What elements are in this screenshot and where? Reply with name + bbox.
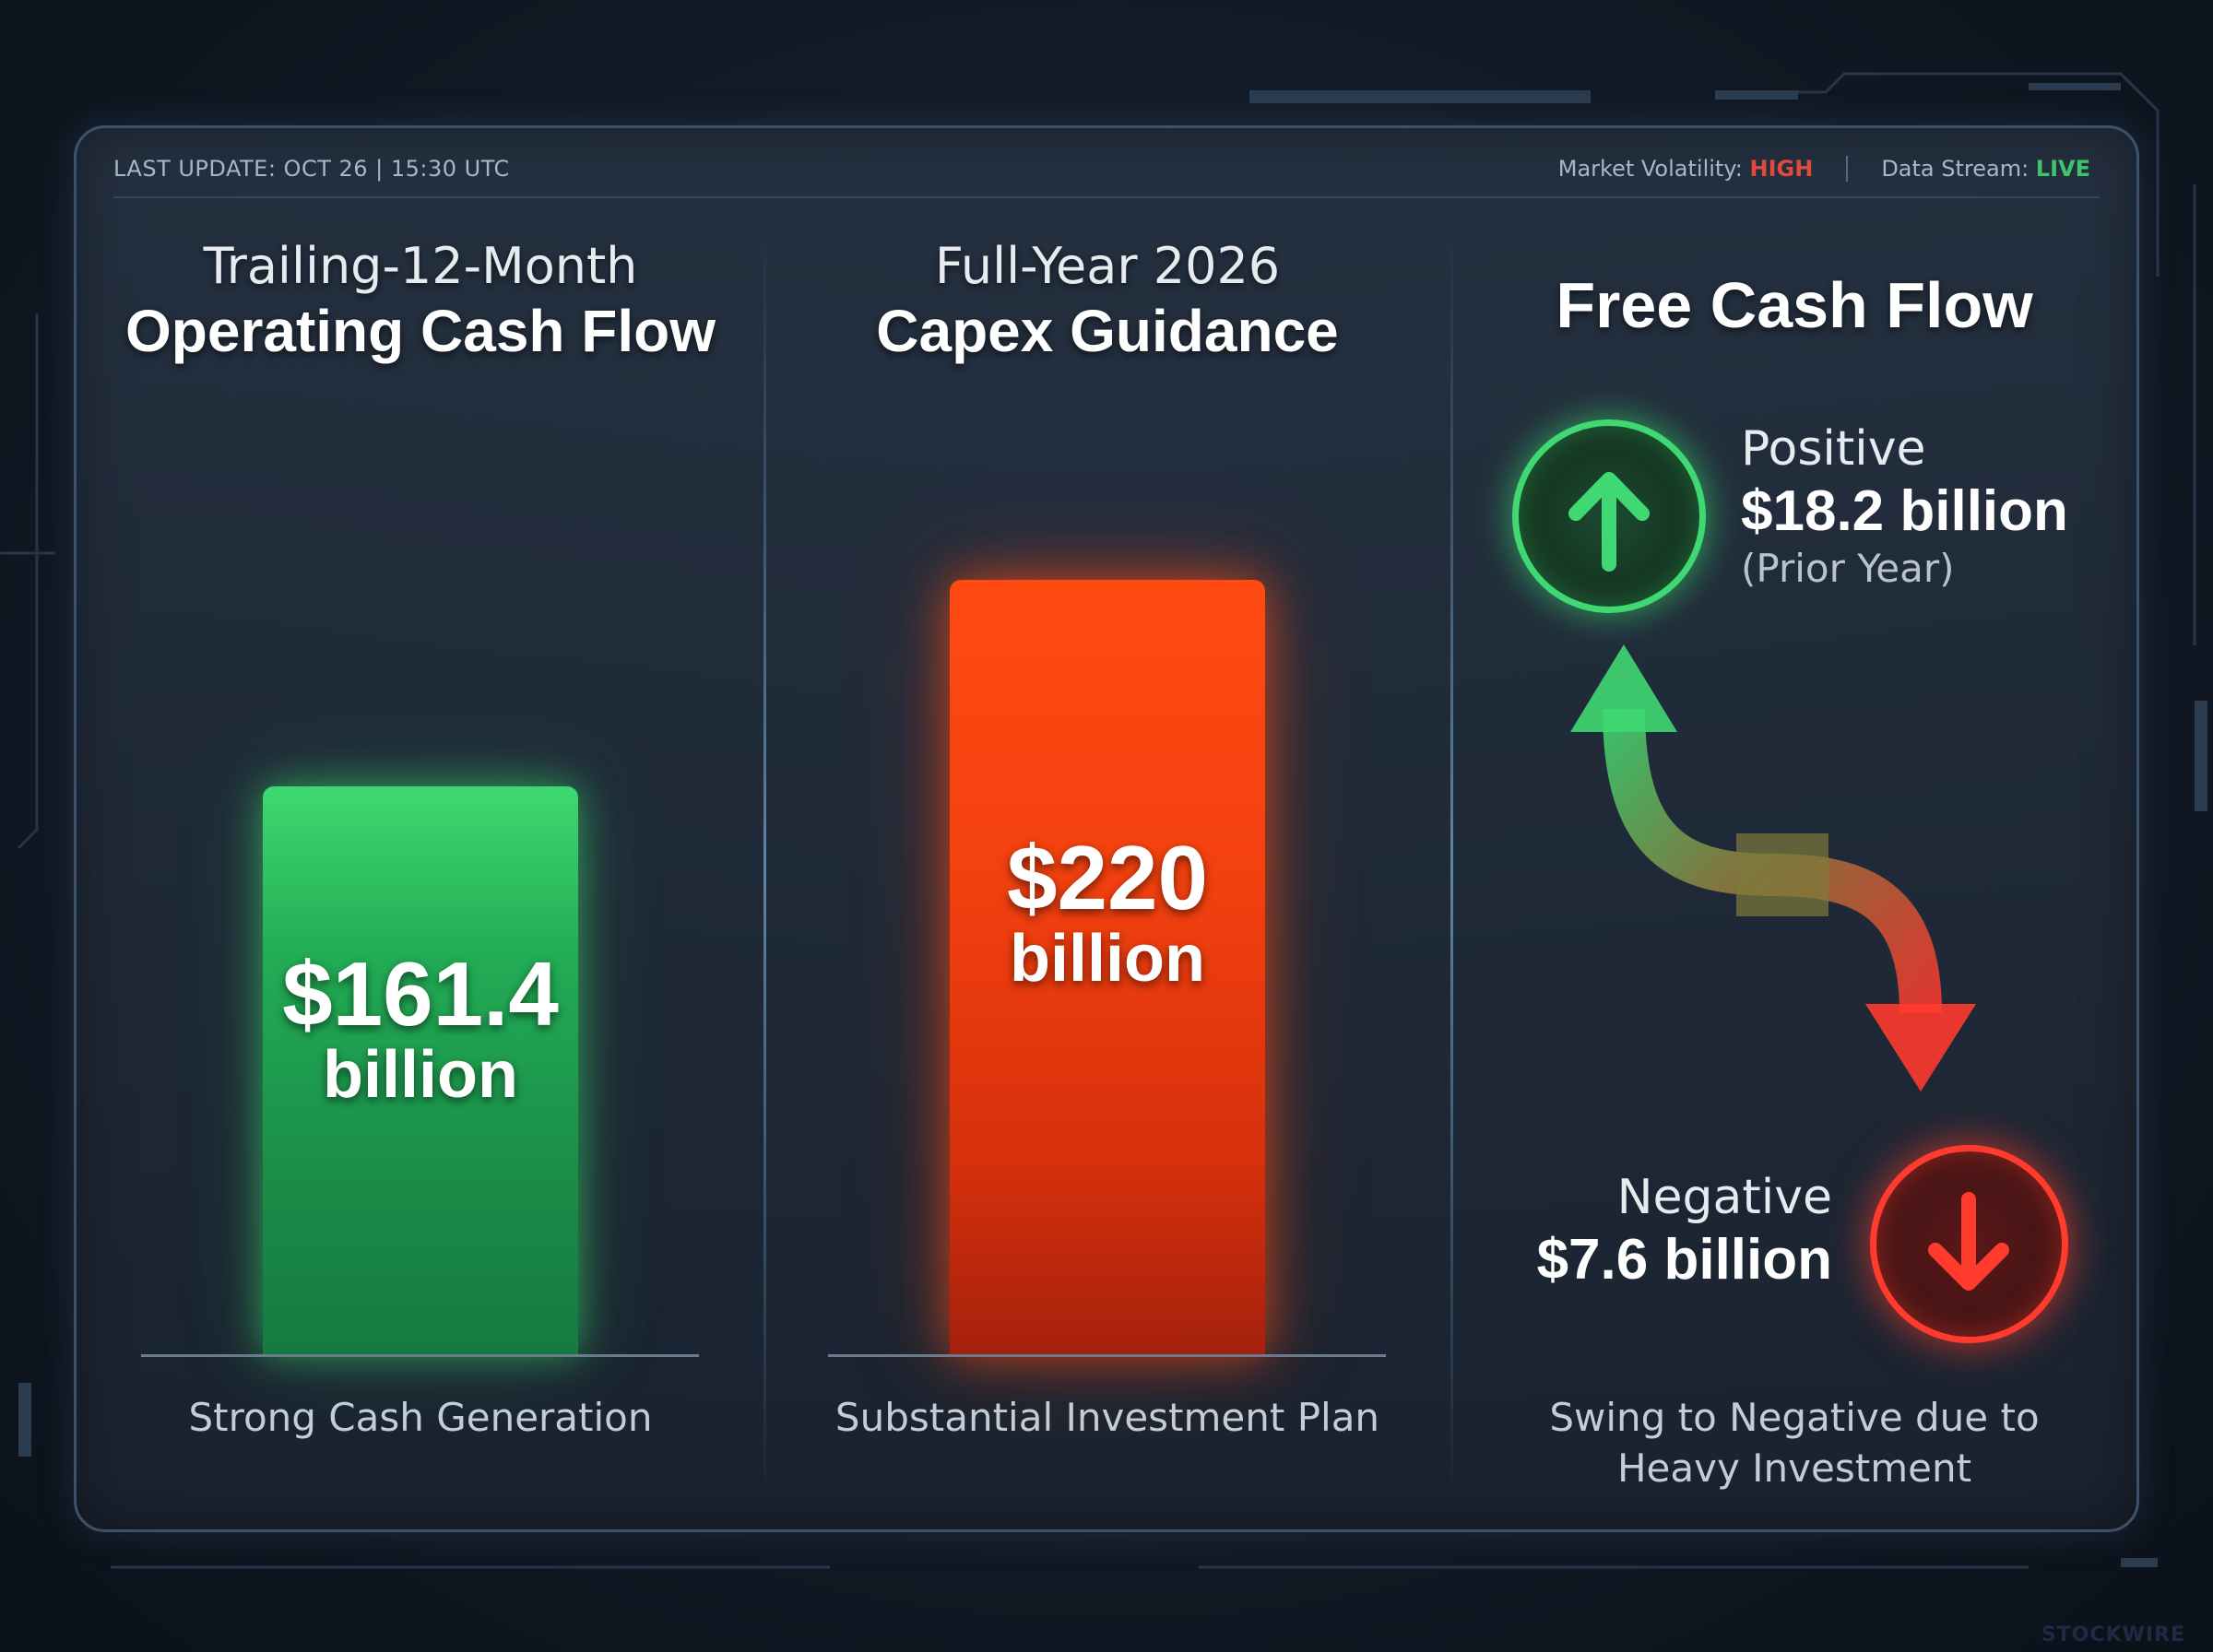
fcf-negative-value: $7.6 billion (1536, 1228, 1832, 1292)
arrow-up-circle-icon (1512, 419, 1706, 613)
volatility-label: Market Volatility: (1557, 156, 1750, 182)
ocf-title-line1: Trailing-12-Month (203, 237, 638, 295)
ocf-title: Trailing-12-Month Operating Cash Flow (79, 237, 762, 365)
header-divider (113, 196, 2100, 198)
status-indicators: Market Volatility: HIGH Data Stream: LIV… (1558, 156, 2090, 182)
arrow-down-circle-icon (1870, 1145, 2068, 1343)
column-divider (763, 234, 766, 1502)
last-update-timestamp: LAST UPDATE: OCT 26 | 15:30 UTC (113, 156, 510, 182)
capex-value: $220 (1006, 826, 1208, 928)
ocf-bar-label: $161.4 billion (263, 942, 578, 1113)
fcf-caption-line1: Swing to Negative due to (1549, 1395, 2040, 1440)
fcf-caption: Swing to Negative due to Heavy Investmen… (1453, 1393, 2136, 1493)
fcf-caption-line2: Heavy Investment (1616, 1445, 1972, 1491)
volatility-value: HIGH (1749, 156, 1814, 182)
status-separator (1846, 156, 1849, 182)
ocf-title-line2: Operating Cash Flow (124, 298, 716, 364)
capex-bar: $220 billion (950, 580, 1265, 1354)
fcf-positive-block: Positive $18.2 billion (Prior Year) (1741, 421, 2068, 591)
capex-unit: billion (1010, 922, 1205, 997)
fcf-positive-note: (Prior Year) (1741, 545, 1955, 591)
swing-arrow-icon (1570, 644, 1976, 1092)
capex-bar-label: $220 billion (950, 826, 1265, 997)
fcf-negative-label: Negative (1616, 1170, 1832, 1225)
ocf-bar: $161.4 billion (263, 786, 578, 1354)
dashboard-panel: LAST UPDATE: OCT 26 | 15:30 UTC Market V… (74, 125, 2139, 1532)
fcf-negative-block: Negative $7.6 billion (1537, 1170, 1832, 1294)
capex-title: Full-Year 2026 Capex Guidance (766, 237, 1449, 365)
column-divider (1450, 234, 1453, 1502)
fcf-title: Free Cash Flow (1453, 266, 2136, 342)
ocf-caption: Strong Cash Generation (188, 1395, 653, 1440)
data-stream-indicator: Data Stream: LIVE (1881, 156, 2090, 182)
capex-title-line1: Full-Year 2026 (934, 237, 1281, 295)
fcf-positive-label: Positive (1741, 421, 1926, 477)
ocf-unit: billion (323, 1038, 518, 1113)
fcf-title-text: Free Cash Flow (1556, 269, 2033, 341)
market-volatility-indicator: Market Volatility: HIGH (1558, 156, 1814, 182)
capex-title-line2: Capex Guidance (876, 298, 1339, 364)
status-bar: LAST UPDATE: OCT 26 | 15:30 UTC Market V… (77, 128, 2136, 198)
ocf-baseline (141, 1354, 699, 1357)
fcf-positive-value: $18.2 billion (1741, 479, 2068, 544)
ocf-value: $161.4 (282, 942, 559, 1044)
watermark: STOCKWIRE (2041, 1623, 2185, 1646)
stream-label: Data Stream: (1881, 156, 2036, 182)
capex-caption: Substantial Investment Plan (834, 1395, 1380, 1440)
capex-baseline (828, 1354, 1386, 1357)
stream-value: LIVE (2035, 156, 2090, 182)
